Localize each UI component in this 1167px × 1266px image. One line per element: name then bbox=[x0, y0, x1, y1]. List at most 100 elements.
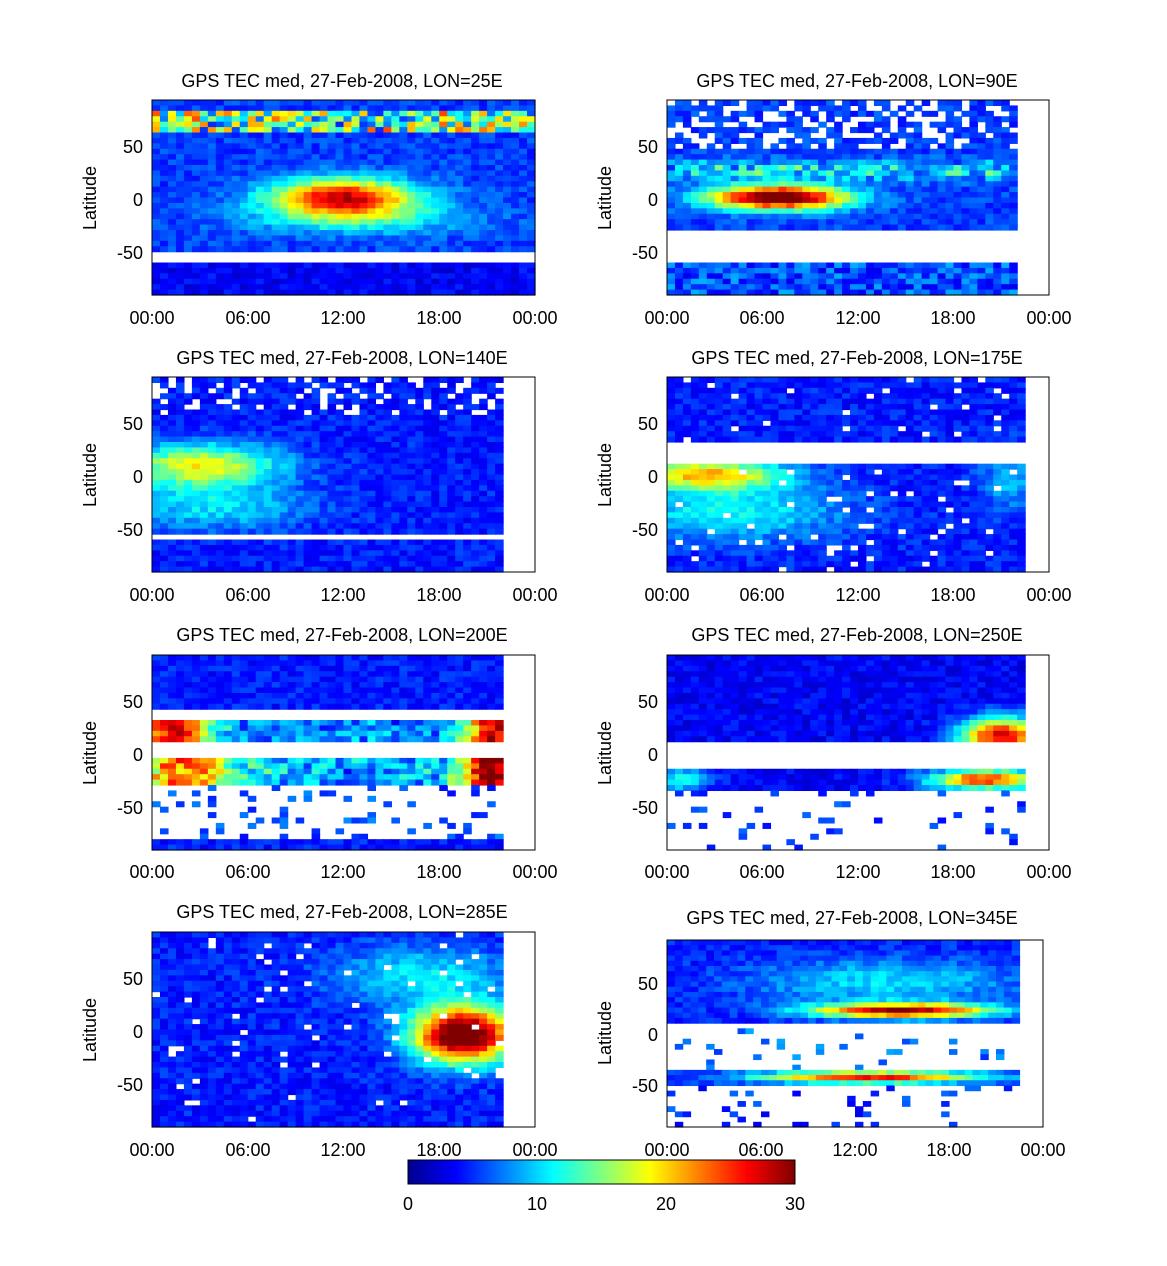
x-tick-label: 00:00 bbox=[512, 308, 557, 328]
heatmap-cell bbox=[977, 202, 986, 209]
heatmap-cell bbox=[961, 273, 971, 280]
heatmap-cell bbox=[993, 213, 1002, 220]
heatmap-cell bbox=[897, 181, 907, 188]
heatmap-cell bbox=[794, 262, 803, 269]
heatmap-cell bbox=[762, 202, 772, 209]
heatmap-cell bbox=[770, 469, 780, 476]
heatmap-cell bbox=[287, 175, 297, 182]
heatmap-cell bbox=[263, 235, 273, 242]
heatmap-cell bbox=[199, 463, 209, 470]
heatmap-cell bbox=[865, 181, 875, 188]
heatmap-cell bbox=[207, 110, 217, 117]
heatmap-cell bbox=[167, 143, 177, 150]
heatmap-cell bbox=[730, 523, 740, 530]
heatmap-cell bbox=[287, 235, 297, 242]
heatmap-cell bbox=[255, 197, 265, 204]
heatmap-cell bbox=[295, 490, 305, 497]
heatmap-cell bbox=[152, 175, 161, 182]
heatmap-cell bbox=[343, 110, 353, 117]
heatmap-cell bbox=[175, 148, 185, 155]
heatmap-cell bbox=[778, 154, 787, 161]
heatmap-cell bbox=[319, 284, 329, 291]
heatmap-cell bbox=[271, 485, 281, 492]
heatmap-cell bbox=[223, 382, 233, 389]
heatmap-cell bbox=[239, 192, 249, 199]
heatmap-cell bbox=[335, 175, 345, 182]
heatmap-cell bbox=[375, 409, 384, 416]
heatmap-cell bbox=[431, 284, 440, 291]
heatmap-cell bbox=[1001, 181, 1010, 188]
heatmap-cell bbox=[247, 240, 257, 247]
heatmap-cell bbox=[682, 393, 692, 400]
heatmap-cell bbox=[311, 501, 321, 508]
heatmap-cell bbox=[343, 219, 353, 226]
heatmap-cell bbox=[391, 230, 400, 237]
heatmap-cell bbox=[199, 479, 209, 486]
heatmap-cell bbox=[897, 154, 907, 161]
heatmap-cell bbox=[247, 490, 257, 497]
heatmap-cell bbox=[738, 159, 748, 166]
heatmap-cell bbox=[335, 202, 345, 209]
heatmap-cell bbox=[327, 501, 337, 508]
heatmap-cell bbox=[471, 284, 480, 291]
heatmap-cell bbox=[794, 512, 803, 519]
heatmap-cell bbox=[738, 496, 748, 503]
heatmap-cell bbox=[303, 289, 313, 296]
heatmap-cell bbox=[431, 278, 440, 285]
heatmap-cell bbox=[215, 262, 225, 269]
heatmap-cell bbox=[487, 566, 496, 573]
heatmap-cell bbox=[714, 154, 724, 161]
heatmap-cell bbox=[335, 121, 345, 128]
heatmap-cell bbox=[263, 447, 273, 454]
y-tick-label: 50 bbox=[638, 137, 658, 157]
heatmap-cell bbox=[873, 165, 883, 172]
heatmap-cell bbox=[463, 154, 472, 161]
heatmap-cell bbox=[471, 463, 480, 470]
heatmap-cell bbox=[263, 442, 273, 449]
heatmap-cell bbox=[842, 224, 851, 231]
heatmap-cell bbox=[343, 404, 353, 411]
heatmap-cell bbox=[754, 479, 764, 486]
heatmap-cell bbox=[223, 105, 233, 112]
heatmap-cell bbox=[375, 175, 384, 182]
heatmap-cell bbox=[706, 289, 716, 296]
heatmap-cell bbox=[287, 273, 297, 280]
heatmap-cell bbox=[667, 496, 676, 503]
heatmap-cell bbox=[351, 425, 361, 432]
heatmap-cell bbox=[191, 458, 201, 465]
heatmap-cell bbox=[487, 507, 496, 514]
heatmap-cell bbox=[479, 452, 488, 459]
heatmap-cell bbox=[698, 420, 708, 427]
heatmap-cell bbox=[479, 267, 488, 274]
heatmap-cell bbox=[667, 517, 676, 524]
heatmap-cell bbox=[207, 267, 217, 274]
heatmap-cell bbox=[889, 197, 899, 204]
heatmap-cell bbox=[391, 425, 400, 432]
heatmap-cell bbox=[873, 219, 883, 226]
heatmap-cell bbox=[471, 566, 480, 573]
heatmap-cell bbox=[738, 523, 748, 530]
heatmap-cell bbox=[826, 414, 835, 421]
heatmap-cell bbox=[937, 213, 947, 220]
heatmap-cell bbox=[953, 170, 963, 177]
heatmap-cell bbox=[311, 485, 321, 492]
heatmap-cell bbox=[913, 148, 923, 155]
heatmap-cell bbox=[431, 121, 440, 128]
heatmap-cell bbox=[319, 409, 329, 416]
heatmap-cell bbox=[754, 110, 764, 117]
heatmap-cell bbox=[698, 273, 708, 280]
heatmap-cell bbox=[730, 213, 740, 220]
heatmap-cell bbox=[802, 132, 811, 139]
heatmap-cell bbox=[722, 116, 732, 123]
heatmap-cell bbox=[770, 485, 780, 492]
heatmap-cell bbox=[311, 431, 321, 438]
heatmap-cell bbox=[961, 289, 971, 296]
heatmap-cell bbox=[471, 262, 480, 269]
heatmap-cell bbox=[667, 284, 676, 291]
heatmap-cell bbox=[167, 539, 177, 546]
heatmap-cell bbox=[706, 224, 716, 231]
heatmap-cell bbox=[335, 409, 345, 416]
heatmap-cell bbox=[667, 523, 676, 530]
heatmap-cell bbox=[263, 262, 273, 269]
heatmap-cell bbox=[842, 170, 851, 177]
